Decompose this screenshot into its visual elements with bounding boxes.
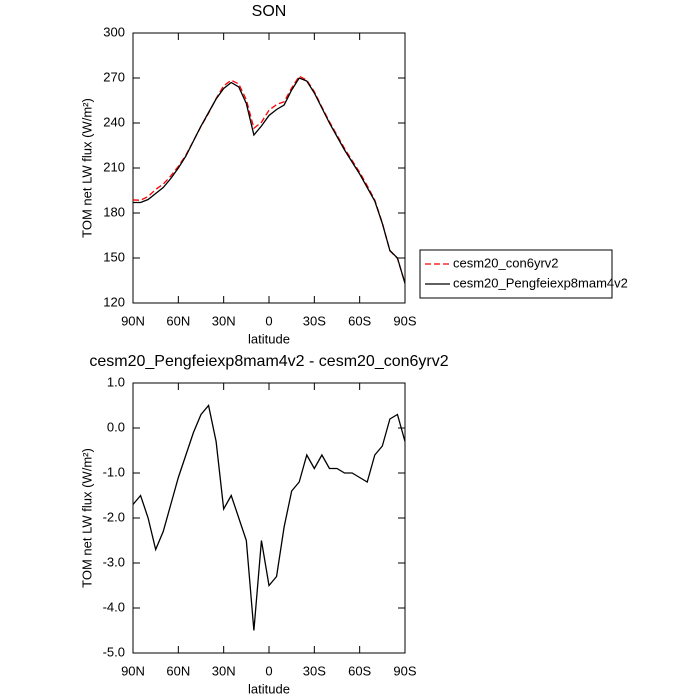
y-tick-label: 300 [103, 24, 125, 39]
y-tick-label: 270 [103, 69, 125, 84]
x-tick-label: 60S [348, 313, 371, 328]
series-line [133, 77, 406, 284]
x-tick-label: 60N [166, 313, 190, 328]
x-tick-label: 30S [303, 313, 326, 328]
y-tick-label: -2.0 [103, 509, 125, 524]
x-tick-label: 0 [265, 313, 272, 328]
y-tick-label: 180 [103, 204, 125, 219]
y-tick-label: 1.0 [107, 374, 125, 389]
x-tick-label: 60N [166, 663, 190, 678]
series-line [132, 75, 406, 284]
y-tick-label: -4.0 [103, 599, 125, 614]
y-tick-label: 150 [103, 249, 125, 264]
x-tick-label: 90N [121, 663, 145, 678]
x-axis-label: latitude [248, 681, 290, 696]
x-tick-label: 60S [348, 663, 371, 678]
legend-box [419, 249, 613, 299]
y-tick-label: 240 [103, 114, 125, 129]
x-tick-label: 90S [393, 313, 416, 328]
y-tick-label: -1.0 [103, 464, 125, 479]
plot-frame [132, 32, 406, 304]
y-tick-label: 0.0 [107, 419, 125, 434]
chart-title: SON [252, 3, 287, 20]
x-tick-label: 90S [393, 663, 416, 678]
y-tick-label: -5.0 [103, 644, 125, 659]
legend-label: cesm20_Pengfeiexp8mam4v2 [453, 275, 628, 290]
y-tick-label: -3.0 [103, 554, 125, 569]
legend-label: cesm20_con6yrv2 [453, 255, 559, 270]
x-tick-label: 30N [212, 313, 236, 328]
x-axis-label: latitude [248, 331, 290, 346]
series-line [132, 404, 406, 631]
y-axis-label: TOM net LW flux (W/m²) [79, 448, 94, 588]
x-tick-label: 0 [265, 663, 272, 678]
x-tick-label: 30N [212, 663, 236, 678]
chart-title: cesm20_Pengfeiexp8mam4v2 - cesm20_con6yr… [89, 353, 448, 370]
x-tick-label: 30S [303, 663, 326, 678]
y-tick-label: 120 [103, 294, 125, 309]
x-tick-label: 90N [121, 313, 145, 328]
y-tick-label: 210 [103, 159, 125, 174]
plot-frame [132, 382, 406, 654]
y-axis-label: TOM net LW flux (W/m²) [79, 98, 94, 238]
